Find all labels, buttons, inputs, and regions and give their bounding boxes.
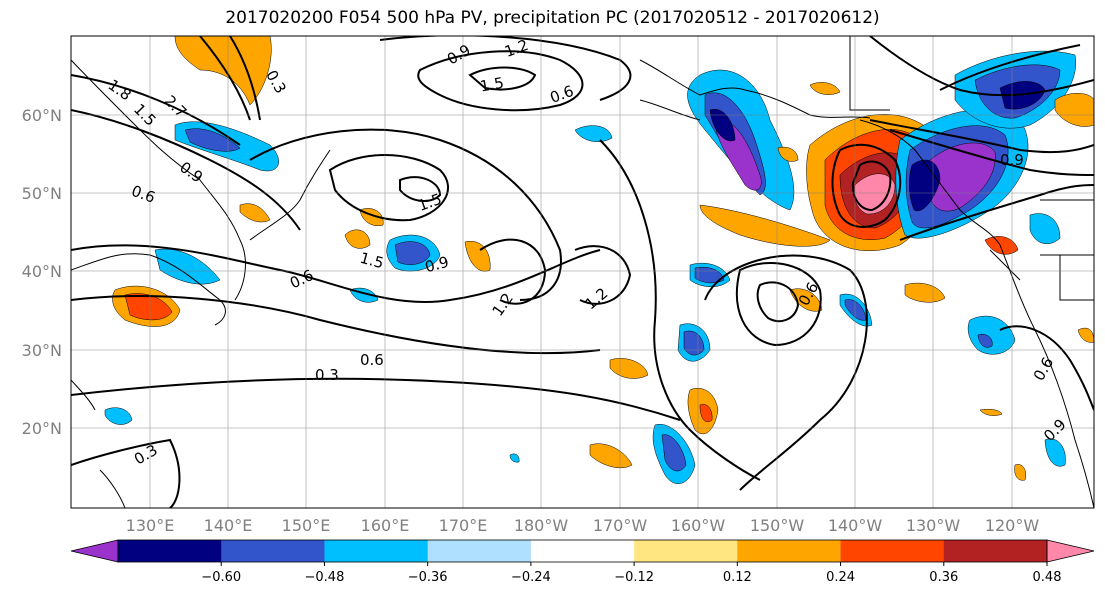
precip-blob xyxy=(124,293,173,321)
lon-label: 160°W xyxy=(671,516,726,535)
precip-blob xyxy=(853,173,896,215)
colorbar-tick-label: 0.24 xyxy=(826,570,855,585)
precip-blob xyxy=(1077,327,1094,343)
precip-blob xyxy=(1029,213,1061,245)
precip-blob xyxy=(509,453,520,463)
colorbar-segment xyxy=(221,540,325,562)
precip-blob xyxy=(979,408,1003,416)
colorbar-outline xyxy=(117,539,1048,563)
lon-label: 180°W xyxy=(514,516,569,535)
lat-label: 60°N xyxy=(22,106,62,125)
lat-lon-grid xyxy=(71,36,1094,508)
precip-blob xyxy=(929,142,996,212)
precip-blob xyxy=(184,128,241,152)
colorbar-segment xyxy=(737,540,842,562)
contour-label: 0.3 xyxy=(315,366,339,384)
pv-contours xyxy=(71,36,1094,508)
colorbar-tick-label: −0.60 xyxy=(201,570,241,585)
lon-label: 150°E xyxy=(282,516,331,535)
precip-blob xyxy=(344,229,371,249)
lon-label: 170°W xyxy=(593,516,648,535)
lon-label: 140°W xyxy=(828,516,883,535)
precip-blob xyxy=(394,241,431,265)
colorbar-tick-label: −0.48 xyxy=(305,570,345,585)
contour-label: 0.6 xyxy=(360,351,384,369)
map-title: 2017020200 F054 500 hPa PV, precipitatio… xyxy=(225,8,880,28)
precip-blob xyxy=(574,125,613,142)
plot-border xyxy=(70,35,1095,509)
precip-blob xyxy=(1044,438,1066,467)
precip-blob xyxy=(174,36,272,106)
colorbar-ticks: −0.60 −0.48 −0.36 −0.24 −0.12 0.12 0.24 0.36 0.4… xyxy=(201,562,1062,585)
precip-blob xyxy=(661,434,687,472)
precip-blob xyxy=(984,236,1019,255)
precip-blob xyxy=(977,334,993,348)
colorbar-segment xyxy=(427,540,532,562)
lon-label: 140°E xyxy=(204,516,253,535)
lon-label: 120°W xyxy=(985,516,1040,535)
colorbar-segment xyxy=(943,540,1048,562)
precip-blob xyxy=(709,108,736,142)
colorbar-extend-low xyxy=(70,539,119,563)
precip-blob xyxy=(1014,464,1026,481)
colorbar-segment xyxy=(840,540,945,562)
colorbar-segment xyxy=(634,540,738,562)
lon-label: 130°E xyxy=(126,516,175,535)
lon-label: 160°E xyxy=(361,516,410,535)
longitude-labels: 130°E 140°E 150°E 160°E 170°E 180°W 170°… xyxy=(126,516,1040,535)
lat-label: 50°N xyxy=(22,184,62,203)
plot-area xyxy=(71,36,1094,508)
precip-blob xyxy=(104,407,133,425)
colorbar-tick-label: 0.12 xyxy=(723,570,752,585)
colorbar-segment xyxy=(118,540,222,562)
precip-blob xyxy=(589,443,633,469)
colorbar-segment xyxy=(324,540,429,562)
contour-label: 0.9 xyxy=(1000,151,1024,169)
lon-label: 130°W xyxy=(906,516,961,535)
lat-label: 20°N xyxy=(22,419,62,438)
latitude-labels: 60°N 50°N 40°N 30°N 20°N xyxy=(22,106,62,438)
colorbar-segments xyxy=(70,539,1095,563)
colorbar-extend-high xyxy=(1046,539,1095,563)
colorbar-tick-label: −0.36 xyxy=(408,570,448,585)
colorbar-tick-label: 0.48 xyxy=(1033,570,1062,585)
precip-blob xyxy=(699,204,831,247)
lat-label: 40°N xyxy=(22,262,62,281)
precip-blob xyxy=(154,248,221,285)
contour-label: 1.5 xyxy=(358,249,386,273)
contour-label: 1.5 xyxy=(479,74,506,96)
precip-blob xyxy=(239,203,271,223)
lon-label: 150°W xyxy=(750,516,805,535)
precip-blob xyxy=(809,82,841,95)
colorbar: −0.60 −0.48 −0.36 −0.24 −0.12 0.12 0.24 0.36 0.4… xyxy=(70,539,1095,585)
lon-label: 170°E xyxy=(439,516,488,535)
colorbar-tick-label: 0.36 xyxy=(929,570,958,585)
contour-label: 0.9 xyxy=(423,253,451,277)
precip-blob xyxy=(777,146,799,162)
precip-blob xyxy=(967,315,1016,355)
lat-label: 30°N xyxy=(22,341,62,360)
precip-blob xyxy=(609,358,649,379)
colorbar-tick-label: −0.12 xyxy=(614,570,654,585)
colorbar-segment xyxy=(530,540,635,562)
colorbar-tick-label: −0.24 xyxy=(511,570,551,585)
precip-blob xyxy=(1054,93,1094,127)
precip-blob xyxy=(904,282,946,303)
precip-blob xyxy=(699,404,713,423)
